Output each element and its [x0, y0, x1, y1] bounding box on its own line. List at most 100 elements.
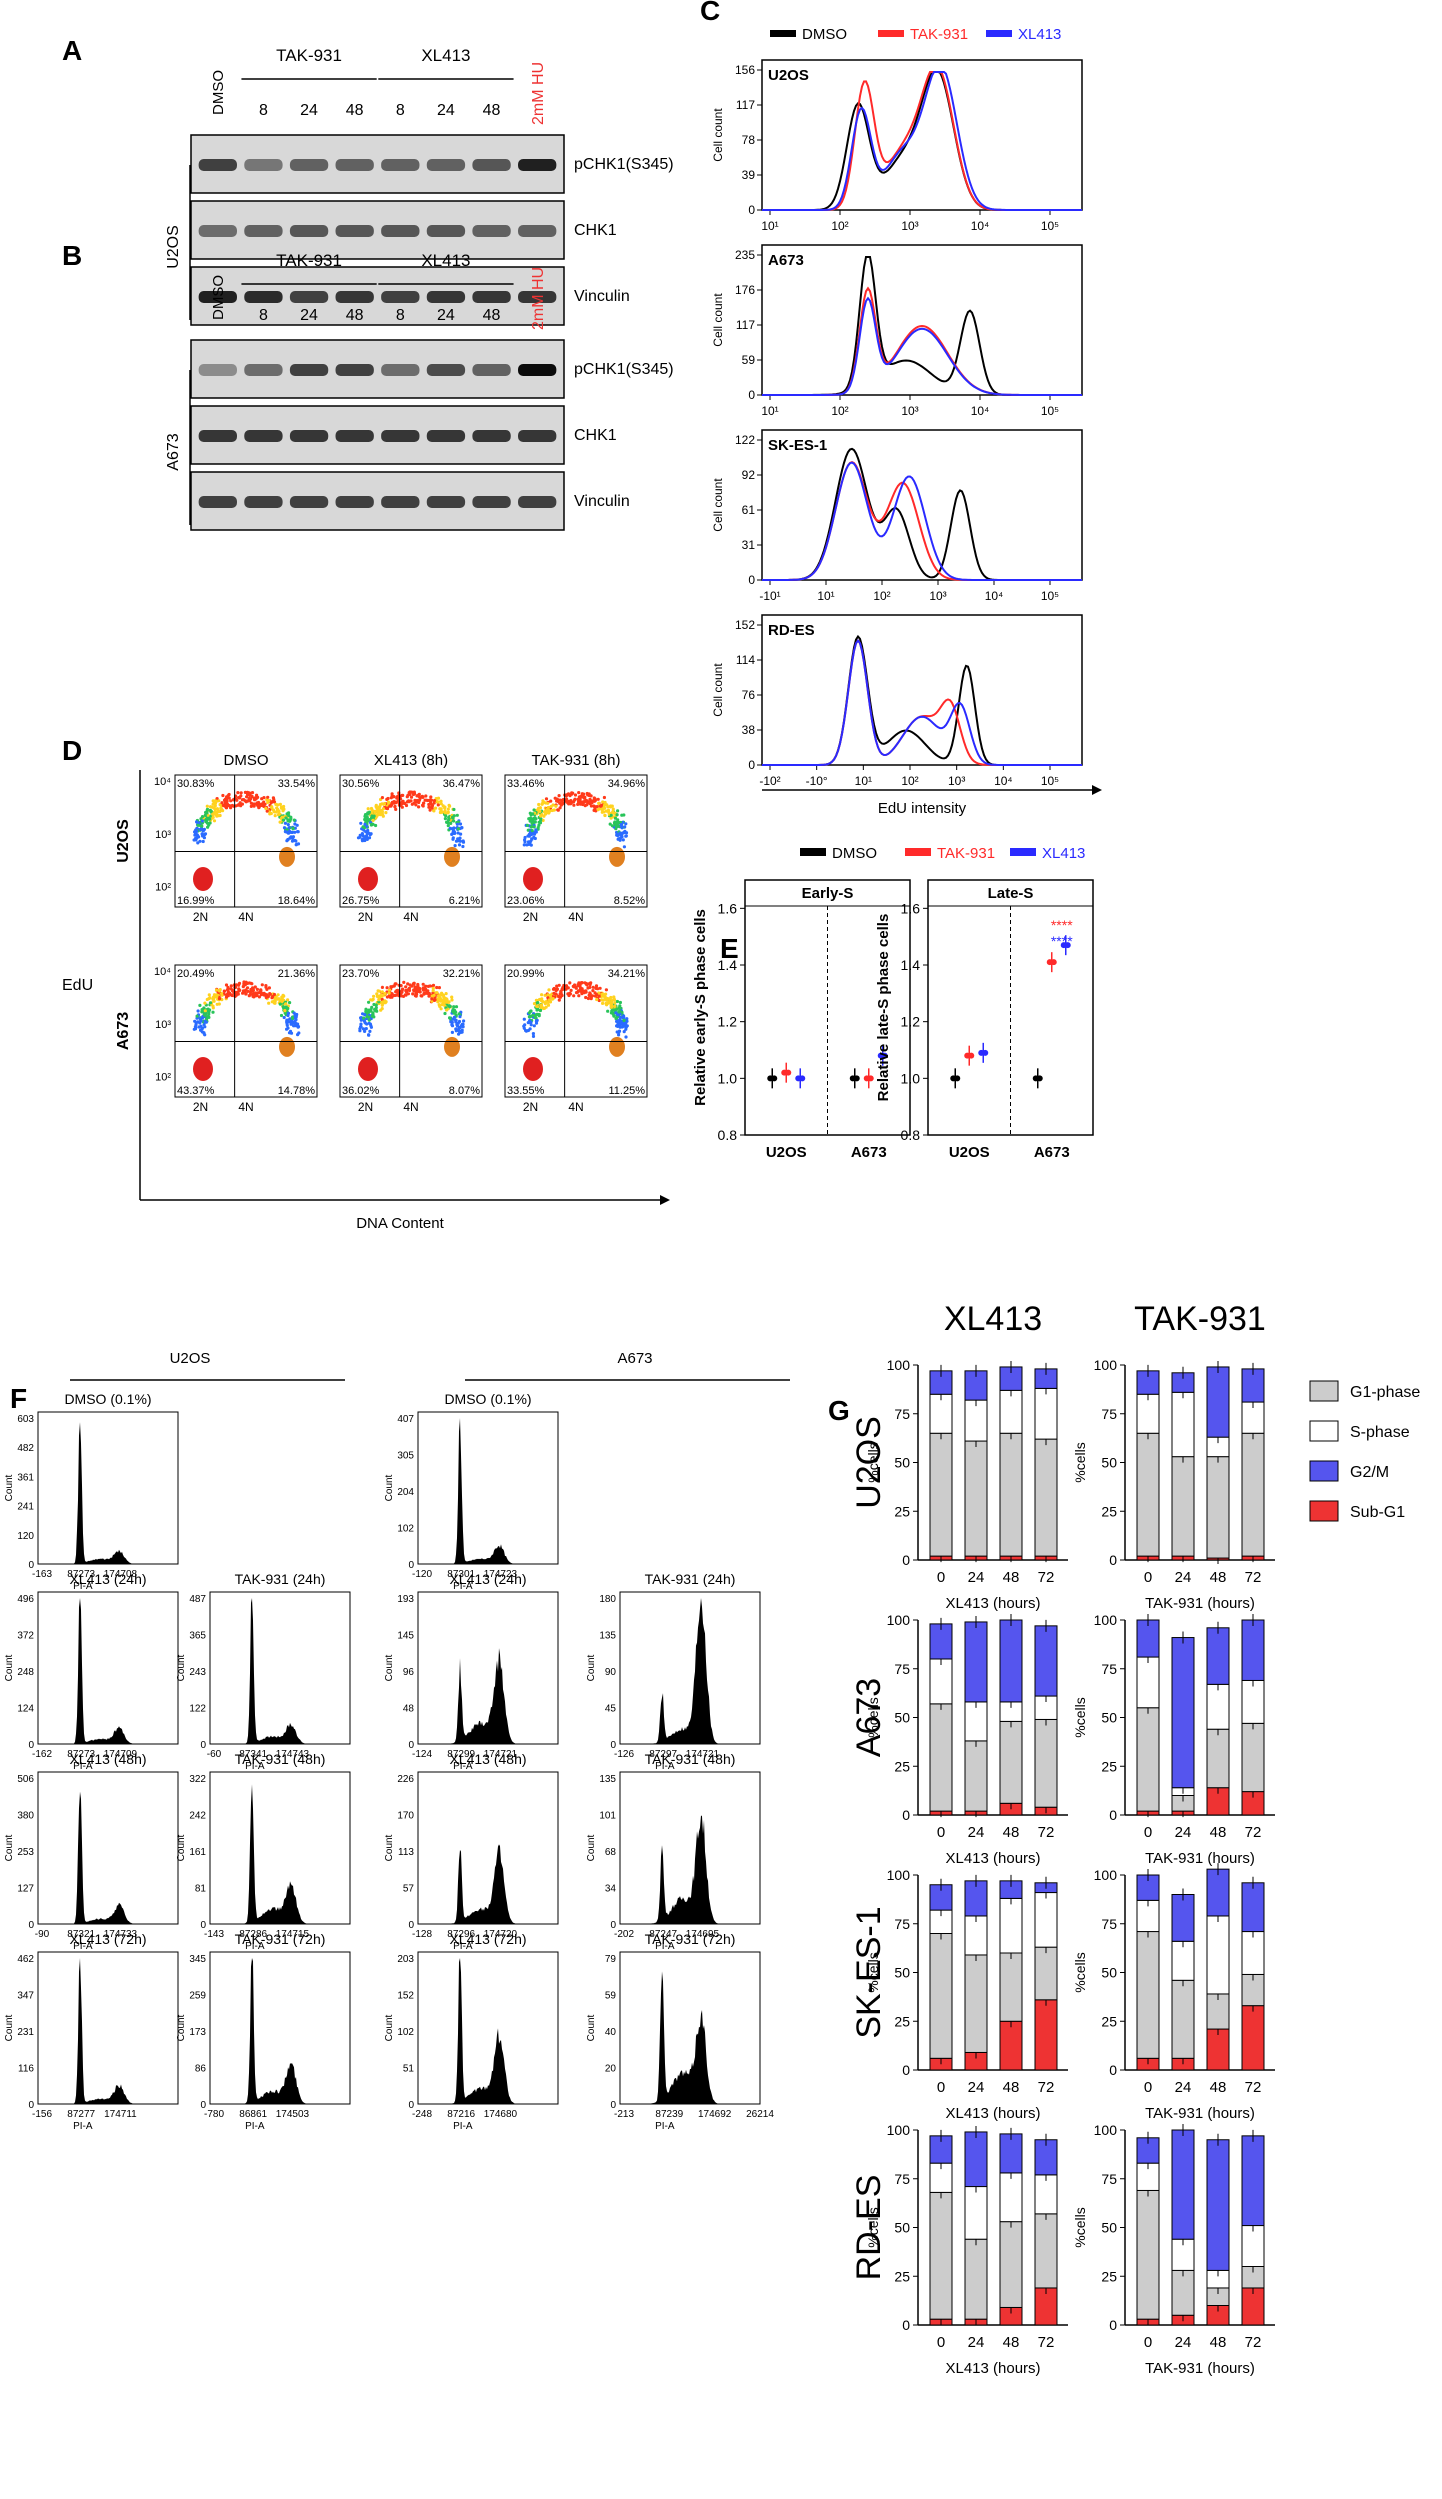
event-dot — [603, 800, 607, 805]
y-axis-label: Cell count — [711, 108, 725, 162]
event-dot — [577, 994, 581, 998]
event-dot — [456, 827, 460, 831]
event-dot — [195, 1014, 199, 1018]
g2-cluster — [279, 846, 295, 867]
event-dot — [290, 839, 295, 843]
plot-frame — [417, 1771, 559, 1925]
event-dot — [390, 995, 394, 999]
quadrant-percent: 33.46% — [507, 778, 545, 790]
data-point — [1036, 1075, 1043, 1082]
event-dot — [558, 801, 562, 805]
event-dot — [203, 1009, 207, 1013]
event-dot — [535, 1012, 539, 1017]
y-tick-label: 226 — [397, 1774, 414, 1785]
event-dot — [436, 796, 441, 800]
event-dot — [408, 790, 412, 794]
y-axis-label: %cells — [865, 2207, 881, 2247]
event-dot — [227, 804, 232, 808]
event-dot — [292, 1024, 296, 1028]
x-tick-label: 4N — [568, 910, 583, 924]
x-tick-label: 87286 — [239, 1929, 267, 1940]
event-dot — [361, 1012, 365, 1016]
event-dot — [557, 995, 561, 999]
event-dot — [291, 836, 295, 840]
event-dot — [217, 799, 221, 803]
event-dot — [598, 986, 602, 990]
event-dot — [551, 987, 556, 991]
x-axis-label: TAK-931 (hours) — [1145, 1850, 1255, 1867]
data-point — [853, 1075, 860, 1082]
event-dot — [196, 841, 200, 845]
s-phase-plot-0: Early-S Relative early-S phase cells 0.8 1.… — [692, 879, 911, 1161]
x-tick-label: -128 — [412, 1929, 432, 1940]
event-dot — [440, 992, 444, 997]
y-axis-label: Count — [176, 2014, 187, 2041]
event-dot — [271, 808, 275, 812]
legend-label: Sub-G1 — [1350, 1504, 1405, 1521]
event-dot — [264, 985, 268, 989]
x-tick-label: 26214 — [746, 2109, 774, 2120]
panel-letter: A — [62, 35, 82, 66]
event-dot — [296, 1025, 301, 1029]
stacked-bar-SK-ES-1-XL413: 0 25 50 75 100 %cells 0 24 48 72 XL413 (hours) — [865, 1867, 1068, 2122]
event-dot — [529, 825, 534, 829]
bar-segment-g1 — [1034, 2213, 1058, 2289]
x-tick-label: 24 — [968, 1824, 985, 1841]
event-dot — [536, 826, 540, 830]
quadrant-percent: 32.21% — [443, 968, 481, 980]
event-dot — [207, 993, 211, 997]
event-dot — [250, 988, 254, 992]
x-tick-label: 0 — [1144, 2079, 1152, 2096]
event-dot — [430, 806, 434, 810]
y-tick-label: 0 — [1109, 1807, 1117, 1823]
y-tick-label: 10² — [155, 1072, 171, 1084]
event-dot — [374, 1003, 378, 1007]
legend-swatch — [878, 30, 904, 37]
event-dot — [455, 813, 459, 817]
event-dot — [372, 814, 376, 818]
y-tick-label: 180 — [599, 1594, 616, 1605]
legend-swatch — [986, 30, 1012, 37]
event-dot — [588, 982, 592, 987]
y-tick-label: 462 — [17, 1954, 34, 1965]
event-dot — [451, 1008, 455, 1012]
x-tick-label: 48 — [1003, 2334, 1020, 2351]
event-dot — [439, 802, 443, 806]
x-tick-label: -10² — [759, 774, 780, 788]
arrow-head — [660, 1195, 670, 1205]
event-dot — [572, 985, 576, 989]
event-dot — [416, 982, 420, 987]
legend-label: G2/M — [1350, 1464, 1389, 1481]
x-tick-label: 2N — [358, 910, 373, 924]
bar-segment-g1 — [1206, 1728, 1230, 1789]
x-tick-label: 10⁵ — [1041, 774, 1059, 788]
histogram-fill — [38, 1422, 178, 1564]
blot-band — [426, 291, 466, 303]
cell-line-label: A673 — [768, 252, 804, 269]
g2-cluster — [609, 1036, 625, 1057]
panel-letter: G — [828, 1395, 850, 1426]
event-dot — [427, 802, 431, 807]
timepoint-label: 48 — [346, 307, 364, 324]
event-dot — [461, 839, 465, 843]
event-dot — [446, 807, 450, 811]
event-dot — [432, 808, 436, 813]
panel-g-cell-cycle: XL413 TAK-931 G1-phase S-phase G2/M Sub-G1 U2O… — [850, 1300, 1420, 2377]
event-dot — [523, 835, 527, 840]
event-dot — [459, 832, 463, 836]
event-dot — [362, 826, 366, 830]
y-tick-label: 50 — [1101, 1455, 1117, 1471]
event-dot — [424, 794, 428, 798]
y-tick-label: 81 — [195, 1884, 207, 1895]
treatment-label: TAK-931 — [276, 251, 342, 270]
event-dot — [596, 797, 600, 801]
x-tick-label: 72 — [1038, 2334, 1055, 2351]
event-dot — [283, 821, 287, 825]
blot-band — [244, 159, 283, 171]
bar-segment-s — [999, 2172, 1023, 2223]
g1-cluster — [358, 867, 378, 891]
event-dot — [404, 990, 409, 994]
g1-cluster — [523, 867, 543, 891]
x-axis-label: PI-A — [245, 2121, 265, 2132]
event-dot — [596, 987, 600, 991]
